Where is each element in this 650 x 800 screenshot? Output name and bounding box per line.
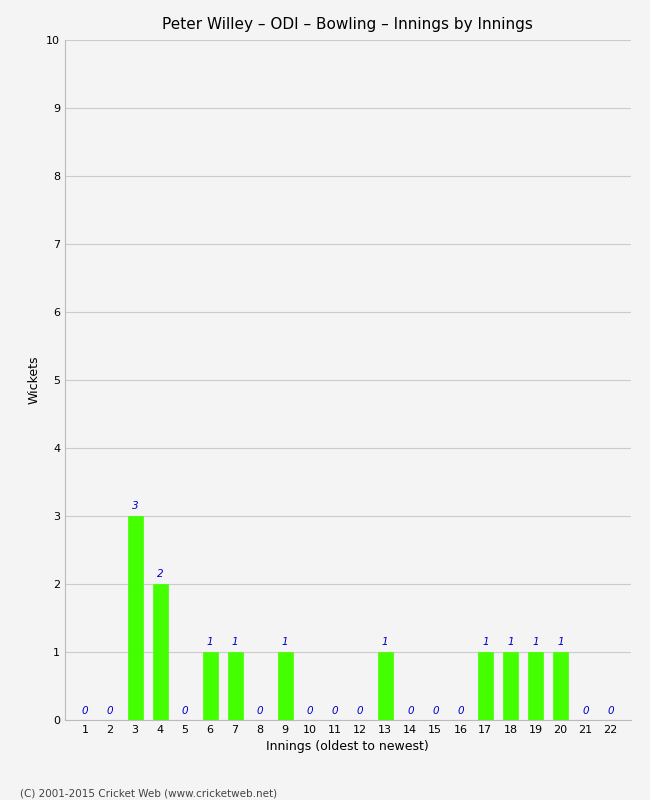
Text: 0: 0 xyxy=(107,706,113,716)
Text: 0: 0 xyxy=(332,706,339,716)
Text: 0: 0 xyxy=(357,706,363,716)
Bar xyxy=(503,652,518,720)
Text: 0: 0 xyxy=(607,706,614,716)
Text: 0: 0 xyxy=(182,706,188,716)
Bar xyxy=(227,652,242,720)
X-axis label: Innings (oldest to newest): Innings (oldest to newest) xyxy=(266,741,429,754)
Text: 0: 0 xyxy=(307,706,313,716)
Bar xyxy=(378,652,393,720)
Text: 0: 0 xyxy=(582,706,589,716)
Text: 3: 3 xyxy=(132,502,138,511)
Text: 1: 1 xyxy=(507,638,514,647)
Y-axis label: Wickets: Wickets xyxy=(27,356,40,404)
Title: Peter Willey – ODI – Bowling – Innings by Innings: Peter Willey – ODI – Bowling – Innings b… xyxy=(162,17,533,32)
Text: 1: 1 xyxy=(232,638,239,647)
Text: 0: 0 xyxy=(82,706,88,716)
Text: 0: 0 xyxy=(257,706,263,716)
Text: 1: 1 xyxy=(382,638,389,647)
Bar xyxy=(528,652,543,720)
Text: 2: 2 xyxy=(157,570,163,579)
Bar xyxy=(203,652,218,720)
Text: (C) 2001-2015 Cricket Web (www.cricketweb.net): (C) 2001-2015 Cricket Web (www.cricketwe… xyxy=(20,788,277,798)
Text: 1: 1 xyxy=(207,638,213,647)
Text: 1: 1 xyxy=(532,638,539,647)
Bar xyxy=(153,584,168,720)
Text: 1: 1 xyxy=(282,638,289,647)
Bar xyxy=(553,652,568,720)
Bar xyxy=(278,652,292,720)
Text: 1: 1 xyxy=(557,638,564,647)
Text: 1: 1 xyxy=(482,638,489,647)
Text: 0: 0 xyxy=(432,706,439,716)
Bar xyxy=(478,652,493,720)
Text: 0: 0 xyxy=(457,706,463,716)
Text: 0: 0 xyxy=(407,706,413,716)
Bar xyxy=(127,516,142,720)
